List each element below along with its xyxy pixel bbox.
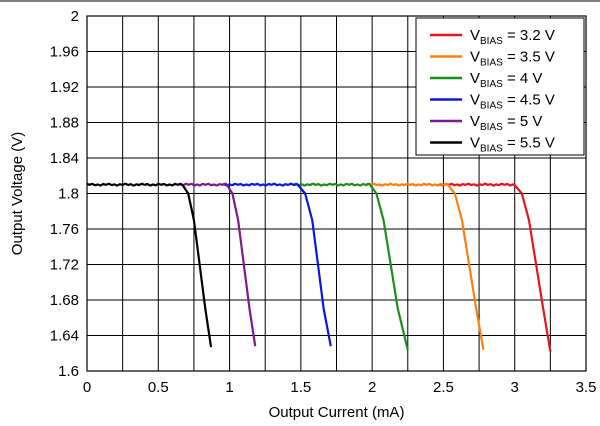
y-tick-label: 1.68 xyxy=(50,292,79,309)
x-tick-label: 0.5 xyxy=(148,379,169,396)
legend-label-2: VBIAS = 3.5 V xyxy=(470,49,555,69)
x-tick-label: 3 xyxy=(511,379,519,396)
legend-label-3: VBIAS = 4 V xyxy=(470,70,542,90)
series-line-2 xyxy=(364,182,485,350)
series-lines xyxy=(86,182,552,352)
x-tick-label: 1 xyxy=(225,379,233,396)
series-line-1 xyxy=(435,182,552,352)
legend-label-5: VBIAS = 5 V xyxy=(470,113,542,133)
y-axis-title: Output Voltage (V) xyxy=(9,132,26,255)
x-tick-label: 3.5 xyxy=(576,379,597,396)
x-tick-label: 2 xyxy=(368,379,376,396)
y-tick-label: 2 xyxy=(71,8,79,25)
legend-label-6: VBIAS = 5.5 V xyxy=(470,135,555,155)
plot-border xyxy=(86,15,587,372)
y-tick-label: 1.84 xyxy=(50,150,79,167)
series-line-6 xyxy=(86,182,213,348)
legend-box xyxy=(415,17,585,156)
y-tick-labels: 1.6 1.64 1.68 1.72 1.76 1.8 1.84 1.88 1.92 1.96 2 xyxy=(50,8,79,380)
series-line-5 xyxy=(179,182,257,347)
y-tick-label: 1.96 xyxy=(50,44,79,61)
y-tick-label: 1.64 xyxy=(50,328,79,345)
legend-label-4: VBIAS = 4.5 V xyxy=(470,92,555,112)
y-tick-label: 1.6 xyxy=(58,363,79,380)
y-tick-label: 1.88 xyxy=(50,115,79,132)
x-tick-label: 2.5 xyxy=(433,379,454,396)
plot-frame xyxy=(0,0,600,372)
x-tick-label: 1.5 xyxy=(290,379,311,396)
y-tick-label: 1.8 xyxy=(58,186,79,203)
series-line-4 xyxy=(222,182,332,347)
x-tick-labels: 0 0.5 1 1.5 2 2.5 3 3.5 xyxy=(83,379,597,396)
y-tick-label: 1.92 xyxy=(50,79,79,96)
y-tick-label: 1.76 xyxy=(50,221,79,238)
legend-label-1: VBIAS = 3.2 V xyxy=(470,27,555,47)
series-line-3 xyxy=(293,182,409,350)
x-tick-label: 0 xyxy=(83,379,91,396)
y-tick-label: 1.72 xyxy=(50,257,79,274)
x-axis-title: Output Current (mA) xyxy=(269,404,405,421)
